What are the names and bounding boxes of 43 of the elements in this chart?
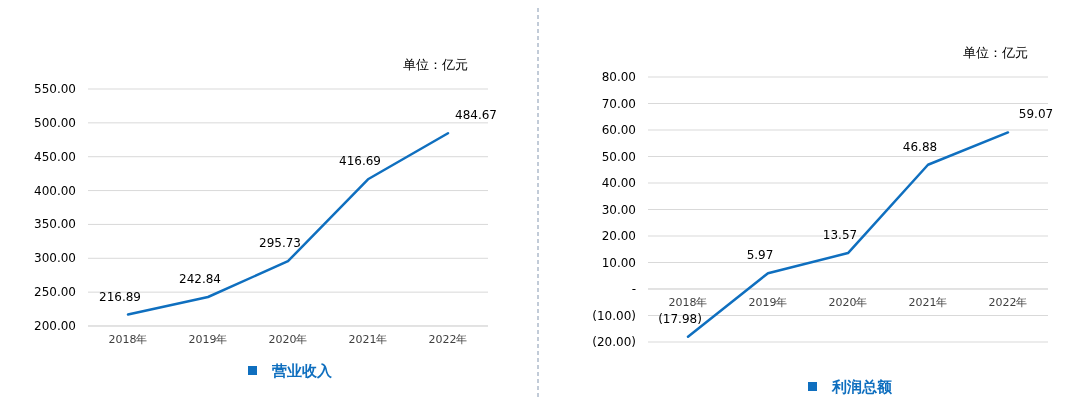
y-tick-label: 450.00 bbox=[34, 149, 76, 164]
data-label: (17.98) bbox=[658, 311, 702, 326]
y-tick-label: 550.00 bbox=[34, 82, 76, 96]
x-tick-label: 2022年 bbox=[988, 296, 1028, 309]
data-label: 5.97 bbox=[746, 248, 774, 263]
text: 单位：亿元 bbox=[963, 45, 1028, 60]
y-tick-label: 20.00 bbox=[601, 229, 636, 243]
y-tick-label: 250.00 bbox=[34, 285, 76, 300]
text: 单位：亿元 bbox=[403, 57, 468, 72]
y-tick-label: 40.00 bbox=[601, 176, 636, 190]
y-tick-label: 10.00 bbox=[601, 255, 636, 270]
y-tick-label: 200.00 bbox=[34, 319, 76, 333]
y-tick-label: 60.00 bbox=[601, 123, 636, 137]
y-tick-label: 30.00 bbox=[601, 202, 636, 217]
y-tick-label: 50.00 bbox=[601, 149, 636, 164]
data-label: 59.07 bbox=[1018, 107, 1054, 122]
data-label: 416.69 bbox=[339, 154, 381, 169]
y-tick-label: - bbox=[631, 282, 636, 296]
y-tick-label: 400.00 bbox=[34, 183, 76, 198]
y-tick-label: 300.00 bbox=[34, 251, 76, 266]
legend-label: 营业收入 bbox=[271, 362, 333, 380]
data-label: 242.84 bbox=[179, 271, 221, 286]
data-label: 295.73 bbox=[259, 236, 301, 251]
x-tick-label: 2018年 bbox=[668, 296, 708, 309]
x-tick-label: 2019年 bbox=[748, 296, 788, 309]
y-tick-label: 350.00 bbox=[34, 217, 76, 232]
data-label: 216.89 bbox=[99, 289, 141, 304]
x-tick-label: 2021年 bbox=[348, 333, 388, 346]
x-tick-label: 2018年 bbox=[108, 333, 148, 346]
y-tick-label: 80.00 bbox=[601, 70, 636, 84]
data-label: 13.57 bbox=[822, 228, 858, 243]
data-label: 484.67 bbox=[455, 108, 497, 123]
x-tick-label: 2020年 bbox=[828, 296, 868, 309]
legend-label: 利润总额 bbox=[831, 378, 893, 396]
x-tick-label: 2022年 bbox=[428, 333, 468, 346]
y-tick-label: (20.00) bbox=[592, 335, 636, 349]
x-tick-label: 2021年 bbox=[908, 296, 948, 309]
y-tick-label: (10.00) bbox=[592, 308, 636, 323]
data-label: 46.88 bbox=[902, 139, 938, 154]
x-tick-label: 2019年 bbox=[188, 333, 228, 346]
y-tick-label: 70.00 bbox=[601, 96, 636, 111]
x-tick-label: 2020年 bbox=[268, 333, 308, 346]
y-tick-label: 500.00 bbox=[34, 115, 76, 130]
